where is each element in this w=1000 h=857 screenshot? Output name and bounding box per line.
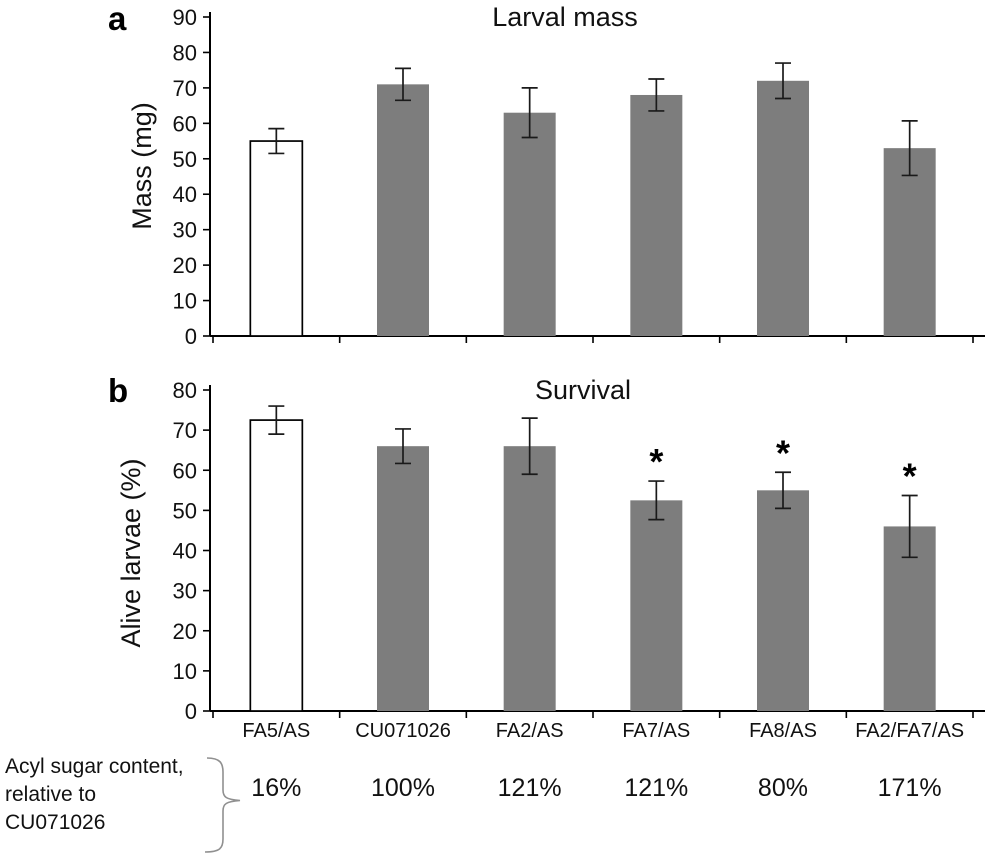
y-tick-label: 80 [173, 378, 197, 403]
bar [630, 94, 683, 336]
percentage-value: 100% [371, 774, 435, 802]
panel-a-letter: a [108, 0, 127, 37]
category-label: FA2/AS [496, 720, 564, 742]
y-tick-label: 70 [173, 418, 197, 443]
bar [757, 490, 810, 711]
annotation-line-2: relative to [5, 783, 97, 806]
percentage-value: 121% [497, 774, 562, 802]
y-tick-label: 70 [173, 76, 197, 101]
category-label: FA8/AS [749, 720, 817, 742]
y-tick-label: 50 [173, 498, 197, 523]
y-tick-label: 10 [173, 659, 197, 684]
panel-b-title: Survival [534, 375, 632, 405]
percentage-value: 171% [877, 774, 942, 802]
y-tick-label: 60 [173, 458, 197, 483]
y-tick-label: 80 [173, 40, 197, 65]
y-tick-label: 10 [173, 289, 197, 314]
y-tick-label: 40 [173, 182, 197, 207]
bar [503, 446, 556, 711]
acyl-sugar-annotation: Acyl sugar content, relative to CU071026 [5, 753, 220, 837]
y-tick-label: 40 [173, 539, 197, 564]
bar [883, 148, 936, 336]
y-tick-label: 30 [173, 218, 197, 243]
y-tick-label: 90 [173, 5, 197, 30]
bar [377, 84, 430, 336]
y-tick-label: 20 [173, 253, 197, 278]
annotation-line-3: CU071026 [5, 811, 106, 834]
y-tick-label: 50 [173, 147, 197, 172]
y-axis-label-mass: Mass (mg) [126, 102, 157, 230]
category-label: CU071026 [355, 720, 451, 742]
bar [503, 112, 556, 336]
bar [757, 80, 810, 336]
acyl-sugar-percentage-row: 16% 100% 121% 121% 80% 171% [213, 774, 973, 803]
significance-asterisk: * [776, 432, 790, 473]
bar [249, 419, 304, 712]
percentage-value: 121% [624, 774, 689, 802]
panel-a-title: Larval mass [492, 2, 638, 32]
category-label: FA7/AS [622, 720, 690, 742]
bar [630, 500, 683, 711]
bar [249, 140, 304, 337]
annotation-line-1: Acyl sugar content, [5, 755, 184, 778]
y-tick-label: 20 [173, 619, 197, 644]
category-label: FA5/AS [242, 720, 310, 742]
y-tick-label: 30 [173, 579, 197, 604]
percentage-value: 80% [757, 774, 808, 802]
percentage-value: 16% [251, 774, 302, 802]
bar [377, 446, 430, 711]
y-tick-label: 0 [185, 324, 197, 349]
category-label: FA2/FA7/AS [855, 720, 964, 742]
y-tick-label: 0 [185, 699, 197, 724]
significance-asterisk: * [649, 441, 663, 482]
annotation-brace [204, 757, 241, 853]
y-tick-label: 60 [173, 111, 197, 136]
significance-asterisk: * [903, 456, 917, 497]
y-axis-label-alive-larvae: Alive larvae (%) [115, 458, 146, 648]
panel-b-letter: b [108, 372, 129, 409]
